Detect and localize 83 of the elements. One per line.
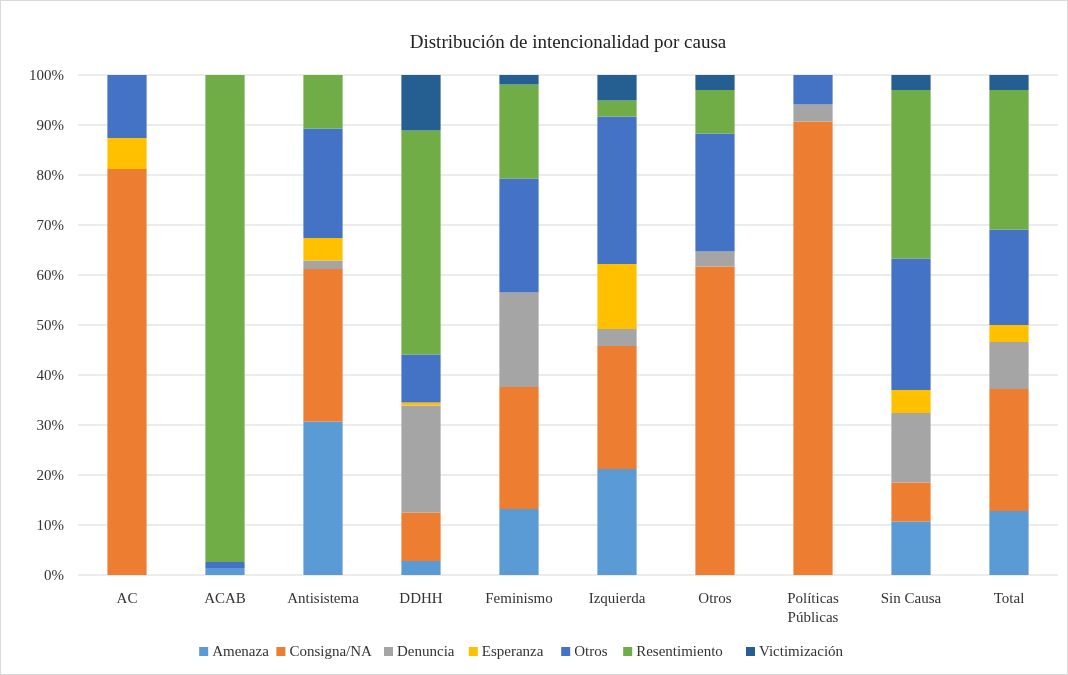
bar (793, 121, 833, 575)
bar (989, 511, 1029, 575)
bar (989, 90, 1029, 230)
bar (401, 354, 441, 403)
bar (695, 90, 735, 134)
bar (695, 251, 735, 267)
legend-label: Victimización (759, 643, 844, 659)
bar (989, 75, 1029, 90)
x-tick-label: AC (116, 590, 138, 606)
legend-label: Consigna/NA (289, 643, 373, 659)
bar (303, 260, 343, 269)
bar (891, 90, 931, 259)
bar (891, 75, 931, 90)
bar (695, 266, 735, 575)
bar (303, 128, 343, 238)
bar (107, 169, 147, 575)
bar (205, 568, 245, 575)
y-tick-label: 70% (36, 217, 64, 234)
bar (989, 325, 1029, 342)
bar (597, 100, 637, 117)
legend-label: Esperanza (481, 643, 544, 659)
y-tick-label: 100% (29, 67, 64, 84)
bar (695, 75, 735, 90)
bar (891, 258, 931, 390)
bar (989, 389, 1029, 511)
bar (597, 116, 637, 264)
x-tick-label: Total (993, 590, 1025, 606)
bar (205, 75, 245, 562)
legend-label: Otros (574, 643, 608, 659)
y-tick-label: 10% (36, 517, 64, 534)
bar (597, 469, 637, 575)
bar (303, 238, 343, 261)
x-tick-label: Sin Causa (880, 590, 942, 606)
x-tick-label: ACAB (204, 590, 246, 606)
bar (499, 178, 539, 293)
bar (107, 138, 147, 169)
legend-label: Resentimiento (636, 643, 723, 659)
bar (597, 75, 637, 101)
y-tick-label: 90% (36, 117, 64, 134)
x-tick-label: Izquierda (588, 590, 646, 606)
bar (891, 390, 931, 413)
bar (401, 561, 441, 575)
bar (989, 229, 1029, 325)
y-tick-label: 40% (36, 367, 64, 384)
bar (499, 509, 539, 575)
x-tick-label: DDHH (399, 590, 443, 606)
bar (499, 84, 539, 179)
bar (401, 130, 441, 355)
bar (303, 75, 343, 129)
bar (401, 405, 441, 513)
bar (793, 104, 833, 122)
bar (499, 292, 539, 387)
y-tick-label: 60% (36, 267, 64, 284)
bar (303, 269, 343, 422)
bar (401, 402, 441, 406)
y-tick-label: 20% (36, 467, 64, 484)
x-tick-label: Antisistema (287, 590, 360, 606)
chart-title: Distribución de intencionalidad por causa (409, 31, 727, 52)
bar (695, 133, 735, 252)
x-tick-label: Otros (698, 590, 732, 606)
bar (891, 413, 931, 483)
bar (989, 342, 1029, 389)
bar (597, 346, 637, 469)
bar (597, 264, 637, 329)
x-tick-label: Políticas Públicas (787, 590, 839, 625)
bar (303, 421, 343, 575)
legend-label: Amenaza (212, 643, 270, 659)
y-tick-label: 80% (36, 167, 64, 184)
bar (205, 562, 245, 568)
bar (401, 75, 441, 131)
bar (891, 482, 931, 522)
y-tick-label: 0% (44, 567, 64, 584)
bar (401, 512, 441, 561)
bar (107, 75, 147, 138)
y-tick-label: 50% (36, 317, 64, 334)
bar (499, 75, 539, 85)
bar (597, 329, 637, 346)
bar (499, 387, 539, 509)
bar (793, 75, 833, 105)
legend-label: Denuncia (397, 643, 455, 659)
bar (891, 521, 931, 575)
y-tick-label: 30% (36, 417, 64, 434)
x-tick-label: Feminismo (485, 590, 553, 606)
